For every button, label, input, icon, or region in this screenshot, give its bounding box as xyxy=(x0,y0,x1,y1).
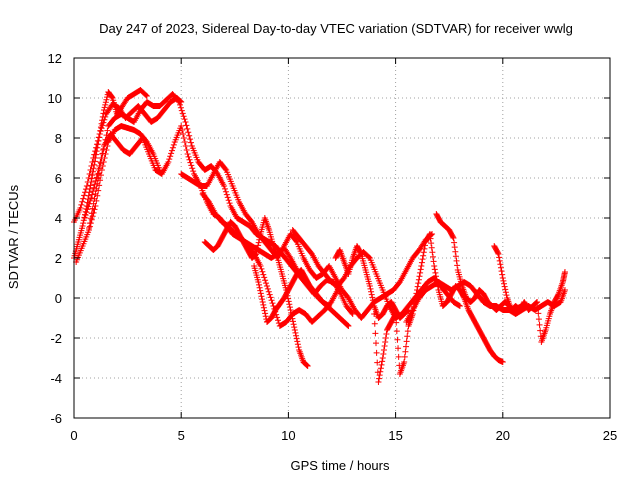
series-sat-9 xyxy=(251,263,352,329)
data-point-markers xyxy=(332,243,412,321)
x-tick-label: 10 xyxy=(281,428,295,443)
series-sat-6 xyxy=(178,159,436,321)
x-tick-label: 15 xyxy=(388,428,402,443)
x-tick-label: 20 xyxy=(496,428,510,443)
y-axis-label: SDTVAR / TECUs xyxy=(6,184,21,289)
data-point-markers xyxy=(178,159,436,321)
data-point-markers xyxy=(371,231,506,385)
y-tick-label: 0 xyxy=(55,291,62,306)
plot-frame xyxy=(73,57,611,419)
data-point-markers xyxy=(73,123,163,265)
series-sat-12 xyxy=(371,231,506,385)
y-tick-label: 12 xyxy=(48,51,62,66)
series-sat-15 xyxy=(491,243,568,345)
y-tick-label: 10 xyxy=(48,91,62,106)
data-point-markers xyxy=(201,215,311,369)
y-tick-label: 6 xyxy=(55,171,62,186)
series-sat-8 xyxy=(201,215,311,369)
x-tick-label: 25 xyxy=(603,428,617,443)
data-point-markers xyxy=(251,263,352,329)
y-tick-label: -6 xyxy=(50,411,62,426)
y-tick-label: -2 xyxy=(50,331,62,346)
y-tick-label: -4 xyxy=(50,371,62,386)
y-tick-label: 8 xyxy=(55,131,62,146)
data-points xyxy=(71,87,568,385)
x-tick-label: 0 xyxy=(70,428,77,443)
axis-ticks: 0 5 10 15 20 25 -6 -4 -2 0 2 4 6 8 10 12 xyxy=(48,51,618,443)
x-tick-label: 5 xyxy=(178,428,185,443)
grid-lines xyxy=(74,58,610,418)
y-tick-label: 2 xyxy=(55,251,62,266)
data-point-markers xyxy=(491,243,568,345)
x-axis-label: GPS time / hours xyxy=(291,458,390,473)
chart-title: Day 247 of 2023, Sidereal Day-to-day VTE… xyxy=(99,21,573,36)
series-sat-11 xyxy=(332,243,412,321)
data-point-markers xyxy=(199,191,341,329)
series-sat-7 xyxy=(199,191,341,329)
series-sat-3 xyxy=(73,123,163,265)
y-tick-label: 4 xyxy=(55,211,62,226)
